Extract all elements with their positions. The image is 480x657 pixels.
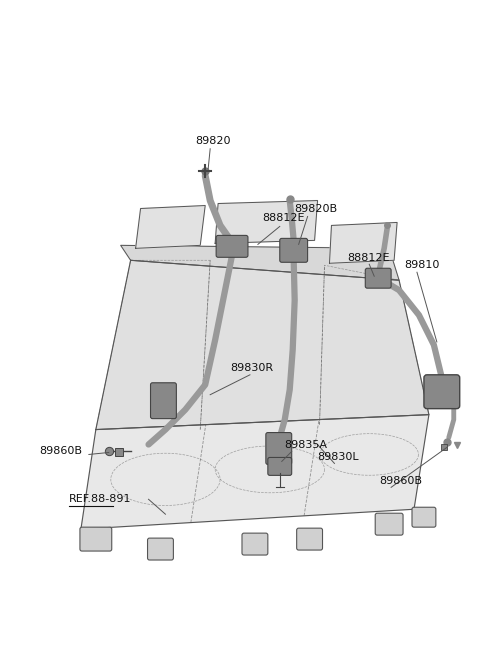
Text: 89830L: 89830L [318,453,359,463]
FancyBboxPatch shape [375,513,403,535]
Polygon shape [120,245,399,280]
Text: 89835A: 89835A [285,440,328,449]
Text: 89820B: 89820B [295,204,338,214]
Polygon shape [329,223,397,263]
Text: 89860B: 89860B [379,476,422,486]
FancyBboxPatch shape [151,383,176,419]
Text: 89860B: 89860B [39,447,82,457]
Text: 88812E: 88812E [348,254,390,263]
Polygon shape [136,206,205,248]
Polygon shape [96,260,429,430]
FancyBboxPatch shape [80,527,112,551]
FancyBboxPatch shape [216,235,248,258]
FancyBboxPatch shape [424,374,460,409]
FancyBboxPatch shape [268,457,292,476]
Text: 89810: 89810 [404,260,439,270]
Text: 89830R: 89830R [230,363,273,373]
FancyBboxPatch shape [297,528,323,550]
Polygon shape [81,415,429,529]
FancyBboxPatch shape [242,533,268,555]
Text: REF.88-891: REF.88-891 [69,494,132,505]
FancyBboxPatch shape [266,432,292,464]
FancyBboxPatch shape [280,238,308,262]
FancyBboxPatch shape [412,507,436,527]
FancyBboxPatch shape [147,538,173,560]
Polygon shape [215,200,318,243]
Text: 88812E: 88812E [262,214,304,223]
Text: 89820: 89820 [195,136,231,146]
FancyBboxPatch shape [365,268,391,288]
